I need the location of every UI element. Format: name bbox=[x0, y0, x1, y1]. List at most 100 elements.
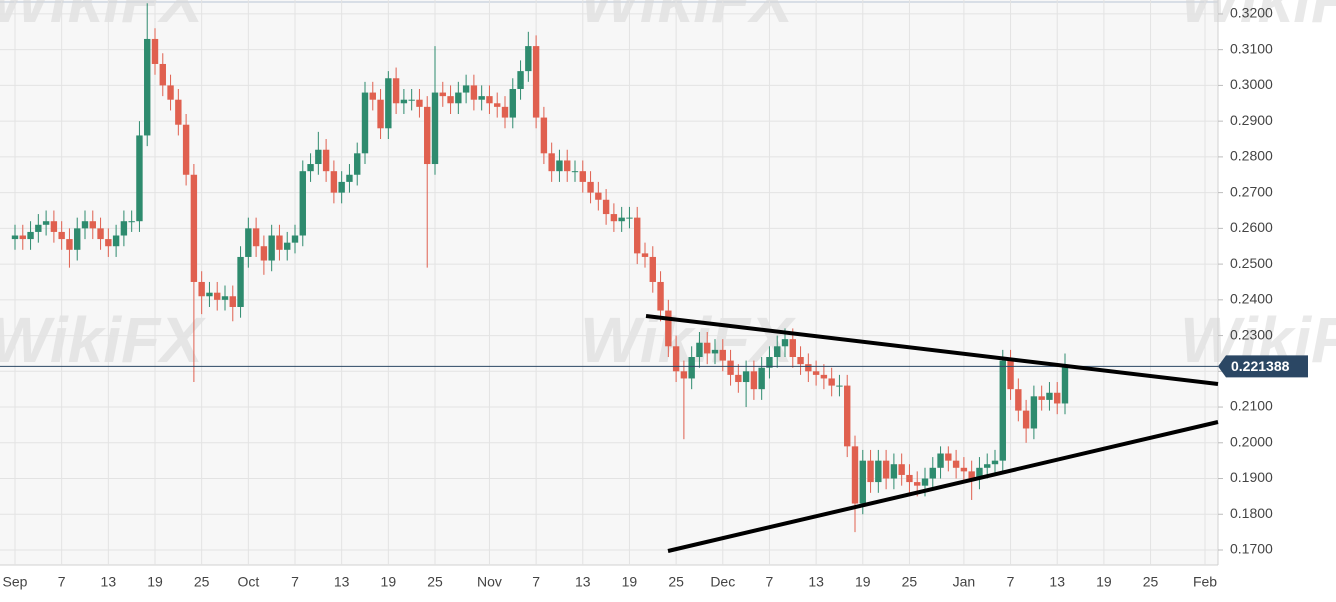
candle-body bbox=[369, 92, 376, 100]
x-tick-label: 7 bbox=[291, 574, 299, 590]
x-tick-label: 13 bbox=[334, 574, 350, 590]
x-tick-label: 13 bbox=[808, 574, 824, 590]
candle-body bbox=[758, 367, 765, 390]
candle-body bbox=[198, 281, 205, 297]
candle-body bbox=[346, 174, 353, 182]
candle-body bbox=[968, 471, 975, 479]
candle-body bbox=[999, 360, 1006, 461]
watermark: WikiFX bbox=[580, 0, 796, 36]
candle-body bbox=[245, 228, 252, 257]
candle-body bbox=[812, 371, 820, 375]
candle-body bbox=[875, 460, 882, 483]
candle-body bbox=[338, 181, 345, 193]
x-tick-label: 25 bbox=[1143, 574, 1159, 590]
candle-body bbox=[548, 153, 555, 172]
candle-body bbox=[221, 296, 229, 300]
candle-body bbox=[634, 217, 641, 254]
candle-body bbox=[556, 160, 563, 172]
candle-body bbox=[330, 171, 338, 193]
candle-body bbox=[680, 371, 688, 379]
candle-body bbox=[494, 103, 501, 107]
candle-body bbox=[704, 342, 711, 354]
candle-body bbox=[416, 99, 423, 107]
candle-body bbox=[97, 228, 104, 240]
candle-body bbox=[27, 231, 34, 240]
candle-body bbox=[501, 106, 509, 118]
candle-body bbox=[532, 46, 540, 118]
candle-body bbox=[385, 78, 392, 129]
candle-body bbox=[820, 374, 828, 379]
x-tick-label: 19 bbox=[381, 574, 397, 590]
x-tick-label: 7 bbox=[58, 574, 66, 590]
candle-body bbox=[291, 235, 299, 243]
x-tick-label: 13 bbox=[575, 574, 591, 590]
candle-body bbox=[424, 106, 431, 165]
candle-body bbox=[1061, 366, 1069, 404]
candle-body bbox=[571, 171, 579, 173]
candle-body bbox=[128, 221, 135, 223]
candle-body bbox=[182, 124, 190, 175]
candle-body bbox=[42, 221, 50, 225]
candle-body bbox=[1022, 410, 1030, 429]
candle-body bbox=[284, 242, 291, 250]
candle-body bbox=[750, 371, 758, 390]
last-price-marker bbox=[1218, 355, 1308, 378]
candle-body bbox=[540, 117, 548, 154]
watermark: WikiFX bbox=[0, 304, 206, 376]
candle-body bbox=[797, 357, 804, 365]
candle-body bbox=[322, 149, 330, 172]
candle-body bbox=[462, 85, 470, 93]
candle-body bbox=[564, 160, 571, 172]
y-tick-label: 0.2800 bbox=[1230, 148, 1273, 164]
candle-body bbox=[828, 378, 835, 386]
candle-body bbox=[976, 467, 983, 479]
candle-body bbox=[509, 88, 516, 118]
y-tick-label: 0.1800 bbox=[1230, 505, 1273, 521]
candle-body bbox=[136, 135, 143, 222]
x-tick-label: 7 bbox=[532, 574, 540, 590]
candle-body bbox=[470, 85, 478, 100]
candle-body bbox=[898, 464, 905, 475]
y-tick-label: 0.2400 bbox=[1230, 291, 1273, 307]
candle-body bbox=[439, 92, 446, 97]
candle-body bbox=[354, 153, 361, 175]
grid bbox=[0, 0, 1218, 565]
x-tick-label: 13 bbox=[1049, 574, 1065, 590]
candle-body bbox=[1054, 392, 1061, 404]
candle-body bbox=[649, 256, 656, 282]
plot-background bbox=[0, 0, 1218, 565]
y-tick-label: 0.2900 bbox=[1230, 112, 1273, 128]
x-tick-label: 7 bbox=[766, 574, 774, 590]
axis-labels: 0.17000.18000.19000.20000.21000.22000.23… bbox=[3, 5, 1308, 590]
y-tick-label: 0.2700 bbox=[1230, 183, 1273, 199]
x-tick-label: 19 bbox=[855, 574, 871, 590]
candle-body bbox=[1015, 389, 1022, 411]
candle-body bbox=[74, 228, 81, 250]
candle-body bbox=[50, 221, 58, 232]
candle-body bbox=[392, 78, 400, 104]
watermarks: WikiFX WikiFX WikiFX WikiFX WikiFX WikiF… bbox=[0, 0, 1336, 376]
candle-body bbox=[805, 364, 812, 372]
candle-body bbox=[478, 96, 485, 100]
trend-line-lower bbox=[667, 420, 1219, 553]
candle-body bbox=[789, 339, 796, 358]
candle-body bbox=[579, 171, 586, 182]
y-tick-label: 0.3000 bbox=[1230, 76, 1273, 92]
candle-body bbox=[914, 482, 921, 486]
candle-body bbox=[276, 235, 283, 250]
x-tick-label: Sep bbox=[3, 574, 28, 590]
candle-body bbox=[960, 467, 968, 472]
candle-body bbox=[81, 221, 89, 229]
candle-body bbox=[299, 171, 306, 236]
candle-body bbox=[921, 478, 929, 486]
candle-body bbox=[688, 357, 695, 379]
candle-body bbox=[890, 464, 898, 479]
candle-body bbox=[525, 46, 532, 72]
candle-body bbox=[89, 221, 96, 229]
candle-body bbox=[859, 460, 866, 504]
candle-body bbox=[120, 221, 128, 236]
candle-body bbox=[711, 349, 719, 354]
candle-body bbox=[641, 253, 649, 257]
watermark: WikiFX bbox=[1180, 0, 1336, 36]
